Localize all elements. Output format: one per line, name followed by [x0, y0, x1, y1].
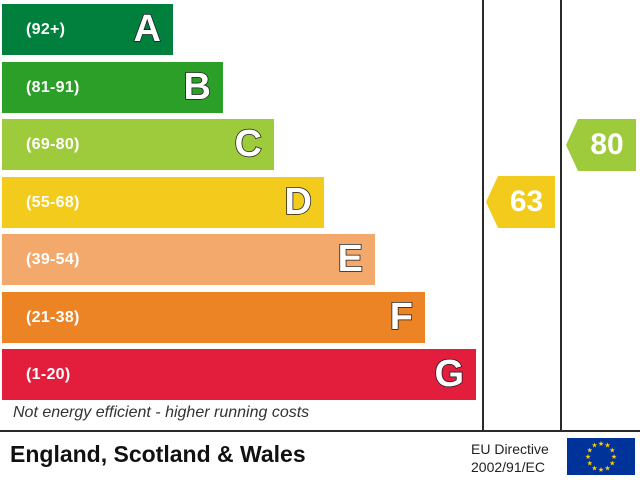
- potential-column-divider: [560, 0, 562, 431]
- band-g: (1-20) G: [2, 349, 476, 400]
- eu-star: ★: [598, 466, 604, 474]
- eu-star: ★: [609, 460, 615, 468]
- region-label: England, Scotland & Wales: [10, 441, 306, 467]
- band-range-label: (21-38): [26, 308, 80, 326]
- band-e: (39-54) E: [2, 234, 375, 285]
- eu-star: ★: [598, 440, 604, 448]
- current-column-divider: [482, 0, 484, 431]
- potential-rating-indicator: 80: [566, 118, 636, 171]
- band-letter: A: [133, 7, 162, 51]
- band-f: (21-38) F: [2, 291, 425, 343]
- band-c: (69-80) C: [2, 119, 274, 170]
- band-range-label: (92+): [26, 21, 66, 38]
- band-range-label: (69-80): [26, 136, 80, 153]
- eu-star: ★: [587, 447, 593, 455]
- potential-arrow: [566, 118, 636, 171]
- current-arrow-shape: [486, 176, 555, 228]
- eu-star: ★: [604, 442, 610, 450]
- footer-divider: [0, 430, 640, 432]
- band-letter: D: [284, 180, 313, 224]
- band-b: (81-91) B: [2, 61, 223, 113]
- band-letter: B: [183, 65, 212, 109]
- band-letter: G: [434, 352, 465, 396]
- band-d: (55-68) D: [2, 176, 324, 228]
- potential-arrow-shape: [566, 118, 636, 171]
- eu-directive-line-1: EU Directive: [471, 441, 549, 457]
- eu-star: ★: [591, 464, 597, 472]
- band-letter: C: [234, 122, 263, 166]
- eu-directive-line-2: 2002/91/EC: [471, 459, 545, 475]
- eu-star: ★: [611, 453, 617, 461]
- eu-star: ★: [604, 464, 610, 472]
- band-range-label: (1-20): [26, 366, 71, 383]
- eu-star: ★: [585, 453, 591, 461]
- band-range-label: (81-91): [26, 78, 80, 96]
- current-rating-value: 63: [509, 185, 544, 218]
- band-letter: E: [337, 237, 364, 281]
- eu-star: ★: [591, 442, 597, 450]
- eu-directive-label: EU Directive 2002/91/EC: [471, 440, 549, 476]
- current-rating-indicator: 63: [486, 176, 555, 228]
- eu-flag-icon: ★ ★ ★ ★ ★ ★ ★ ★ ★ ★ ★ ★: [567, 438, 635, 475]
- band-a: (92+) A: [2, 4, 173, 55]
- potential-rating-value: 80: [590, 127, 624, 161]
- inefficient-note: Not energy efficient - higher running co…: [13, 404, 310, 421]
- band-range-label: (55-68): [26, 193, 80, 211]
- band-range-label: (39-54): [26, 251, 80, 268]
- band-letter: F: [389, 295, 414, 339]
- eu-star: ★: [609, 447, 615, 455]
- current-arrow: [486, 176, 555, 228]
- eu-star: ★: [587, 460, 593, 468]
